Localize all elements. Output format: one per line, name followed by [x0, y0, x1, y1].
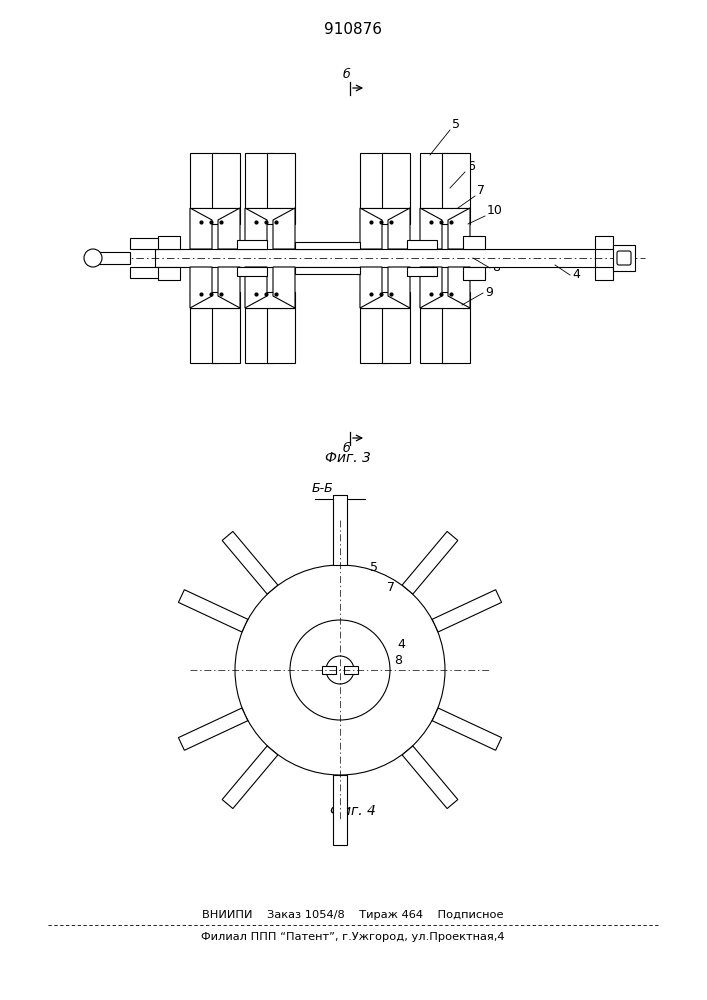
Circle shape — [290, 620, 390, 720]
Ellipse shape — [84, 249, 102, 267]
Bar — [245, 153, 273, 208]
Bar — [190, 208, 240, 224]
Polygon shape — [448, 267, 470, 308]
Text: 6: 6 — [467, 160, 475, 173]
Bar — [245, 208, 295, 224]
Bar — [130, 267, 160, 278]
Circle shape — [326, 656, 354, 684]
Circle shape — [235, 565, 445, 775]
Bar — [295, 242, 360, 249]
Polygon shape — [190, 267, 212, 308]
Bar — [295, 267, 360, 274]
Bar — [595, 267, 613, 280]
Text: 4: 4 — [572, 268, 580, 281]
Bar — [237, 240, 267, 249]
Polygon shape — [420, 267, 442, 308]
Polygon shape — [178, 708, 247, 750]
Bar — [442, 308, 470, 363]
Bar — [130, 238, 160, 249]
Polygon shape — [402, 746, 458, 809]
Bar — [595, 236, 613, 249]
Bar — [442, 153, 470, 208]
Text: 5: 5 — [452, 118, 460, 131]
Bar — [158, 267, 180, 280]
Polygon shape — [245, 267, 267, 308]
Bar — [360, 208, 410, 224]
Bar — [190, 308, 218, 363]
Text: 7: 7 — [387, 581, 395, 594]
Text: Фиг. 4: Фиг. 4 — [330, 804, 376, 818]
Polygon shape — [388, 208, 410, 249]
Bar — [463, 267, 485, 280]
Polygon shape — [360, 267, 382, 308]
Text: 8: 8 — [492, 261, 500, 274]
Text: Б-Б: Б-Б — [312, 482, 334, 495]
Bar — [158, 236, 180, 249]
Polygon shape — [190, 208, 212, 249]
Bar — [212, 308, 240, 363]
Text: Фиг. 3: Фиг. 3 — [325, 451, 371, 465]
Polygon shape — [420, 208, 442, 249]
Bar — [613, 245, 635, 271]
Polygon shape — [432, 708, 501, 750]
Bar — [212, 153, 240, 208]
Bar — [155, 249, 595, 267]
Polygon shape — [333, 775, 347, 845]
Bar — [245, 308, 273, 363]
Polygon shape — [218, 267, 240, 308]
Polygon shape — [388, 267, 410, 308]
Polygon shape — [178, 590, 247, 632]
Text: 5: 5 — [370, 561, 378, 574]
Bar — [267, 153, 295, 208]
Bar — [267, 308, 295, 363]
Polygon shape — [333, 495, 347, 565]
Polygon shape — [432, 590, 501, 632]
Text: б: б — [342, 442, 350, 455]
Polygon shape — [360, 208, 382, 249]
Text: 9: 9 — [485, 286, 493, 299]
FancyBboxPatch shape — [617, 251, 631, 265]
Bar — [360, 153, 388, 208]
Text: ВНИИПИ    Заказ 1054/8    Тираж 464    Подписное: ВНИИПИ Заказ 1054/8 Тираж 464 Подписное — [202, 910, 504, 920]
Polygon shape — [245, 208, 267, 249]
Bar — [90, 252, 130, 264]
Polygon shape — [222, 746, 278, 809]
Bar — [420, 153, 448, 208]
Polygon shape — [273, 267, 295, 308]
Bar — [420, 292, 470, 308]
Polygon shape — [402, 531, 458, 594]
Bar — [360, 292, 410, 308]
Bar — [420, 308, 448, 363]
Bar — [322, 666, 336, 674]
Text: 7: 7 — [477, 184, 485, 197]
Bar — [420, 208, 470, 224]
Bar — [463, 236, 485, 249]
Text: 10: 10 — [487, 204, 503, 217]
Bar — [382, 153, 410, 208]
Bar — [407, 240, 437, 249]
Polygon shape — [448, 208, 470, 249]
Text: 8: 8 — [394, 654, 402, 667]
Bar — [245, 292, 295, 308]
Text: 4: 4 — [397, 638, 405, 651]
Text: 910876: 910876 — [324, 22, 382, 37]
Polygon shape — [273, 208, 295, 249]
Bar — [190, 153, 218, 208]
Bar — [407, 267, 437, 276]
Bar — [344, 666, 358, 674]
Bar — [237, 267, 267, 276]
Bar — [360, 308, 388, 363]
Polygon shape — [218, 208, 240, 249]
Polygon shape — [222, 531, 278, 594]
Bar — [382, 308, 410, 363]
Text: б: б — [342, 68, 350, 81]
Text: Филиал ППП “Патент”, г.Ужгород, ул.Проектная,4: Филиал ППП “Патент”, г.Ужгород, ул.Проек… — [201, 932, 505, 942]
Bar — [190, 292, 240, 308]
